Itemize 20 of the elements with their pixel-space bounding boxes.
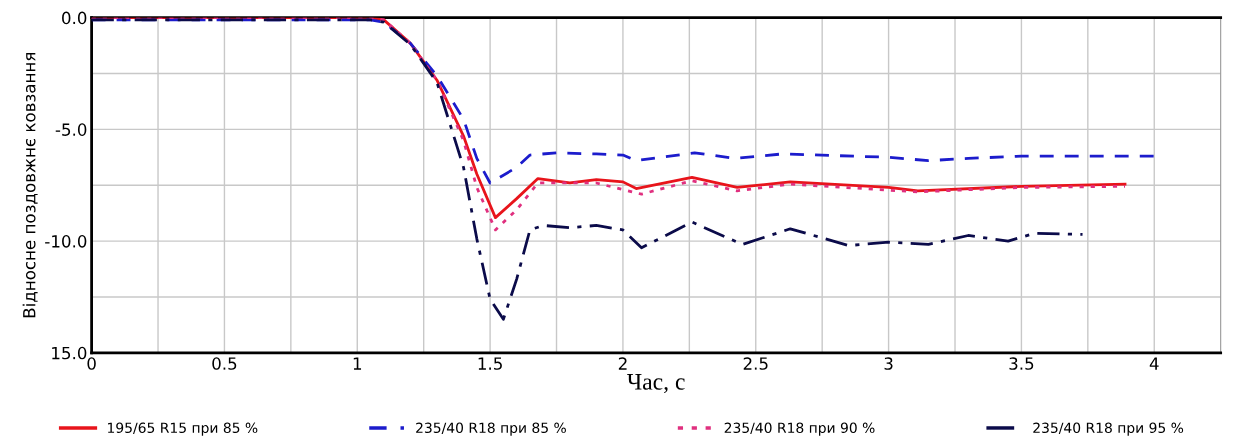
line-series: [91, 18, 1084, 321]
x-tick-label: 0: [87, 357, 96, 370]
x-tick-label: 1.5: [478, 357, 502, 370]
y-tick-label: 15.0: [52, 346, 87, 360]
legend-label: 195/65 R15 при 85 %: [108, 422, 258, 436]
y-tick-label: -10.0: [45, 235, 87, 248]
legend-label: 235/40 R18 при 90 %: [724, 422, 875, 436]
legend-label: 235/40 R18 при 85 %: [416, 422, 566, 436]
x-tick-label: 4: [1149, 357, 1159, 370]
x-tick-label: 3: [884, 357, 893, 370]
y-axis-title: Відносне поздовжнє ковзання: [22, 53, 38, 318]
x-tick-label: 3.5: [1009, 357, 1034, 370]
x-tick-label: 2: [618, 357, 627, 370]
y-tick-label: -5.0: [55, 123, 87, 136]
x-tick-label: 0.5: [212, 357, 237, 370]
legend-label: 235/40 R18 при 95 %: [1033, 422, 1184, 436]
y-tick-label: 0.0: [62, 11, 87, 25]
x-axis-title: Час, с: [627, 374, 685, 394]
x-tick-label: 2.5: [743, 357, 768, 370]
x-tick-label: 1: [353, 357, 362, 370]
